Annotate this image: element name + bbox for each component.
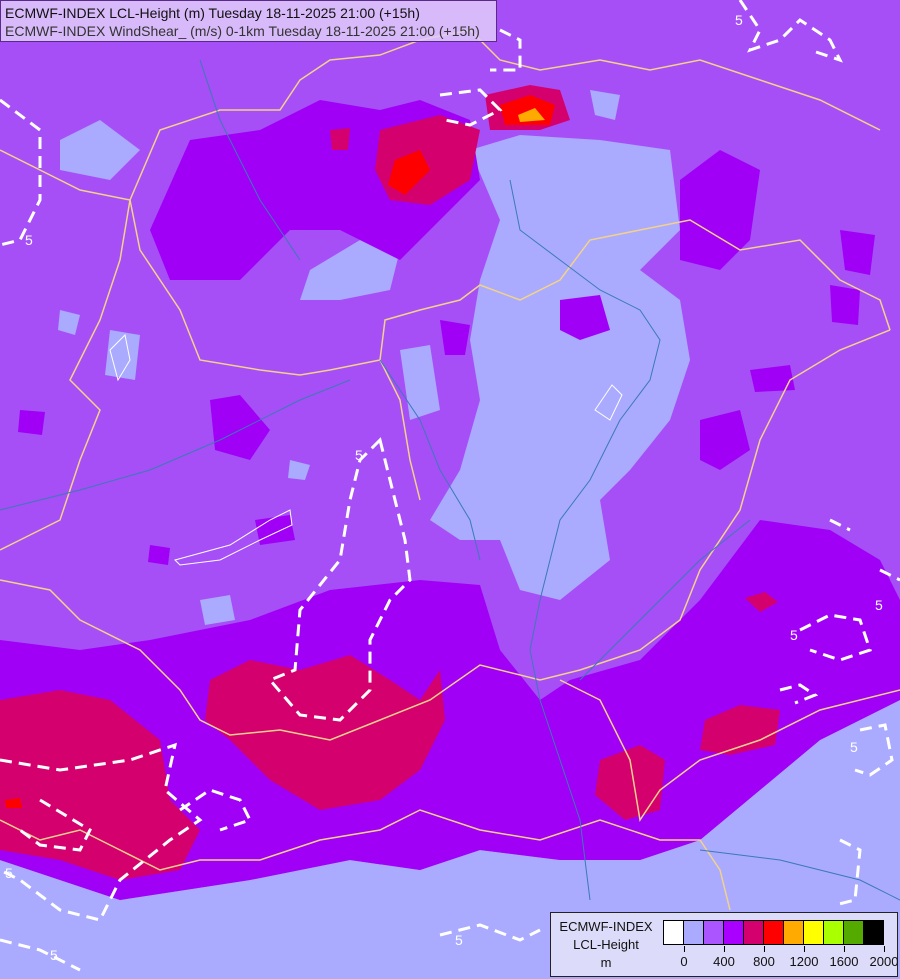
legend-swatch — [764, 921, 784, 944]
contour-label: 5 — [355, 447, 363, 463]
legend-swatch — [724, 921, 744, 944]
legend-tick-label: 2000 — [869, 954, 899, 969]
legend-swatch — [704, 921, 724, 944]
legend-tick-mark — [684, 946, 685, 952]
contour-label: 5 — [5, 865, 13, 881]
legend-tick-mark — [764, 946, 765, 952]
legend-swatches — [663, 920, 884, 945]
contour-label: 5 — [850, 739, 858, 755]
lcl-fill-1000-1200 — [518, 108, 545, 122]
title-line-lcl: ECMWF-INDEX LCL-Height (m) Tuesday 18-11… — [5, 5, 420, 21]
legend-swatch — [864, 921, 883, 944]
color-legend: ECMWF-INDEX LCL-Height m 0 400 800 1200 1600… — [550, 912, 898, 977]
legend-swatch — [824, 921, 844, 944]
contour-label: 5 — [875, 597, 883, 613]
legend-tick-label: 800 — [753, 954, 775, 969]
legend-swatch — [784, 921, 804, 944]
legend-title: ECMWF-INDEX — [559, 919, 653, 934]
lakes — [109, 333, 623, 566]
map-title: ECMWF-INDEX LCL-Height (m) Tuesday 18-11… — [0, 0, 497, 42]
legend-swatch — [664, 921, 684, 944]
title-line-windshear: ECMWF-INDEX WindShear_ (m/s) 0-1km Tuesd… — [5, 23, 480, 39]
contour-label: 5 — [790, 627, 798, 643]
legend-tick-label: 0 — [680, 954, 688, 969]
legend-tick-label: 1600 — [829, 954, 859, 969]
legend-tick-label: 1200 — [789, 954, 819, 969]
contour-label: 5 — [735, 12, 743, 28]
legend-tick-label: 400 — [713, 954, 735, 969]
legend-swatch — [804, 921, 824, 944]
legend-unit: m — [600, 955, 612, 970]
legend-tick-mark — [724, 946, 725, 952]
rivers — [0, 59, 900, 901]
legend-variable: LCL-Height — [573, 937, 639, 952]
legend-tick-mark — [884, 946, 885, 952]
legend-swatch — [744, 921, 764, 944]
windshear-contour-labels: 5 5 5 5 5 5 5 5 5 — [5, 12, 883, 963]
contour-label: 5 — [50, 947, 58, 963]
legend-swatch — [844, 921, 864, 944]
legend-swatch — [684, 921, 704, 944]
legend-tick-mark — [804, 946, 805, 952]
lcl-fill-0-200 — [0, 90, 900, 979]
country-borders — [0, 29, 900, 911]
contour-label: 5 — [25, 232, 33, 248]
contour-label: 5 — [455, 932, 463, 948]
legend-tick-mark — [844, 946, 845, 952]
